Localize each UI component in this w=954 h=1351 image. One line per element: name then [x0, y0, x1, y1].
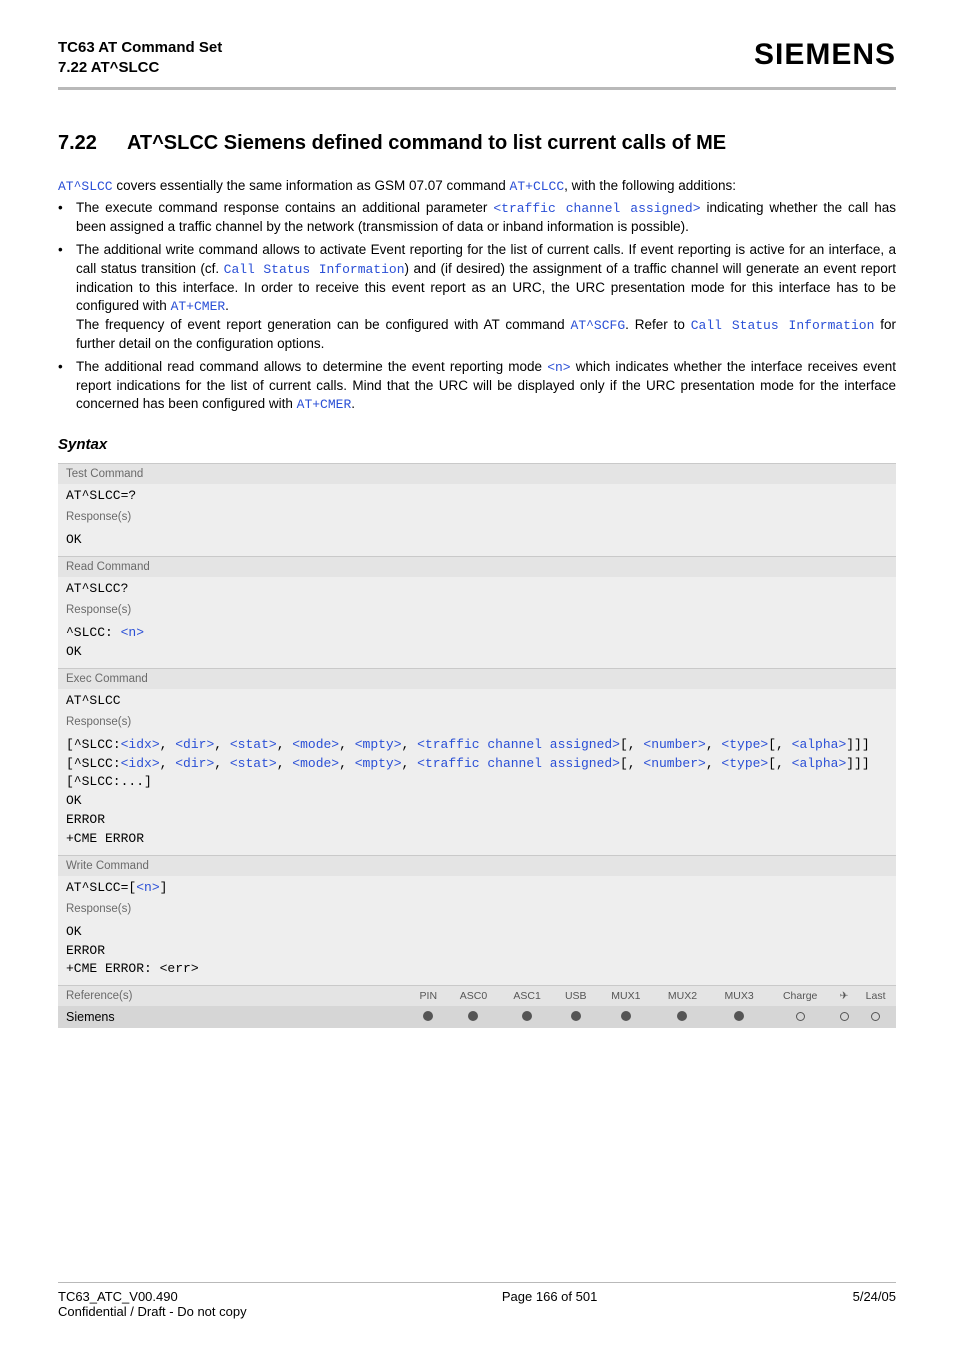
support-dot	[410, 1006, 447, 1028]
ref-col-header: USB	[554, 986, 598, 1007]
empty-dot-icon	[840, 1012, 849, 1021]
bullet-item: •The additional write command allows to …	[58, 241, 896, 354]
inline-link[interactable]: <traffic channel assigned>	[493, 201, 700, 216]
bullet-marker: •	[58, 199, 76, 237]
filled-dot-icon	[677, 1011, 687, 1021]
inline-link[interactable]: Call Status Information	[691, 318, 875, 333]
footer-confidential: Confidential / Draft - Do not copy	[58, 1304, 247, 1319]
support-dot	[554, 1006, 598, 1028]
syntax-table: Test CommandAT^SLCC=?Response(s)OKRead C…	[58, 463, 896, 1028]
header-divider	[58, 87, 896, 90]
empty-dot-icon	[796, 1012, 805, 1021]
command-line: AT^SLCC=?	[58, 484, 896, 507]
ref-col-header: Last	[855, 986, 896, 1007]
ref-col-header: MUX2	[654, 986, 711, 1007]
link-atclcc[interactable]: AT+CLCC	[510, 179, 565, 194]
ref-col-header: ASC1	[500, 986, 554, 1007]
command-label: Exec Command	[58, 668, 896, 689]
page-header-left: TC63 AT Command Set 7.22 AT^SLCC	[58, 38, 222, 79]
syntax-heading: Syntax	[58, 436, 896, 453]
bullet-marker: •	[58, 241, 76, 354]
doc-title: TC63 AT Command Set	[58, 38, 222, 58]
filled-dot-icon	[734, 1011, 744, 1021]
bullet-marker: •	[58, 358, 76, 415]
support-dot	[833, 1006, 855, 1028]
filled-dot-icon	[571, 1011, 581, 1021]
response-body: OKERROR+CME ERROR: <err>	[58, 919, 896, 986]
support-dot	[500, 1006, 554, 1028]
link-atslcc[interactable]: AT^SLCC	[58, 179, 113, 194]
response-label: Response(s)	[58, 600, 896, 620]
command-line: AT^SLCC?	[58, 577, 896, 600]
support-dot	[767, 1006, 833, 1028]
support-dot	[598, 1006, 655, 1028]
ref-col-header: PIN	[410, 986, 447, 1007]
response-body: [^SLCC:<idx>, <dir>, <stat>, <mode>, <mp…	[58, 732, 896, 856]
command-label: Read Command	[58, 557, 896, 578]
section-heading: 7.22 AT^SLCC Siemens defined command to l…	[58, 132, 896, 155]
support-dot	[447, 1006, 501, 1028]
response-body: ^SLCC: <n>OK	[58, 620, 896, 668]
filled-dot-icon	[468, 1011, 478, 1021]
brand-logo: SIEMENS	[754, 38, 896, 72]
response-label: Response(s)	[58, 507, 896, 527]
footer-doc-id: TC63_ATC_V00.490	[58, 1289, 247, 1304]
command-label: Write Command	[58, 855, 896, 876]
bullet-item: •The execute command response contains a…	[58, 199, 896, 237]
inline-link[interactable]: Call Status Information	[224, 262, 405, 277]
reference-header: Reference(s)PINASC0ASC1USBMUX1MUX2MUX3Ch…	[58, 986, 896, 1007]
ref-col-header: MUX3	[711, 986, 768, 1007]
response-label: Response(s)	[58, 899, 896, 919]
filled-dot-icon	[522, 1011, 532, 1021]
command-line: AT^SLCC	[58, 689, 896, 712]
reference-row: Siemens	[58, 1006, 896, 1028]
inline-link[interactable]: <n>	[547, 360, 570, 375]
footer-page: Page 166 of 501	[502, 1289, 597, 1319]
inline-link[interactable]: AT+CMER	[297, 397, 352, 412]
empty-dot-icon	[871, 1012, 880, 1021]
filled-dot-icon	[621, 1011, 631, 1021]
support-dot	[855, 1006, 896, 1028]
doc-subtitle: 7.22 AT^SLCC	[58, 58, 222, 78]
response-label: Response(s)	[58, 712, 896, 732]
command-line: AT^SLCC=[<n>]	[58, 876, 896, 899]
page-footer: TC63_ATC_V00.490 Confidential / Draft - …	[58, 1282, 896, 1319]
response-body: OK	[58, 527, 896, 556]
support-dot	[654, 1006, 711, 1028]
ref-col-header: ASC0	[447, 986, 501, 1007]
ref-col-header: ✈	[833, 986, 855, 1007]
footer-date: 5/24/05	[853, 1289, 896, 1319]
bullet-item: •The additional read command allows to d…	[58, 358, 896, 415]
ref-col-header: MUX1	[598, 986, 655, 1007]
section-number: 7.22	[58, 132, 97, 155]
support-dot	[711, 1006, 768, 1028]
command-label: Test Command	[58, 464, 896, 485]
inline-link[interactable]: AT+CMER	[171, 299, 226, 314]
filled-dot-icon	[423, 1011, 433, 1021]
section-title-text: AT^SLCC Siemens defined command to list …	[127, 132, 726, 154]
intro-text: AT^SLCC covers essentially the same info…	[58, 177, 896, 415]
inline-link[interactable]: AT^SCFG	[571, 318, 626, 333]
ref-col-header: Charge	[767, 986, 833, 1007]
